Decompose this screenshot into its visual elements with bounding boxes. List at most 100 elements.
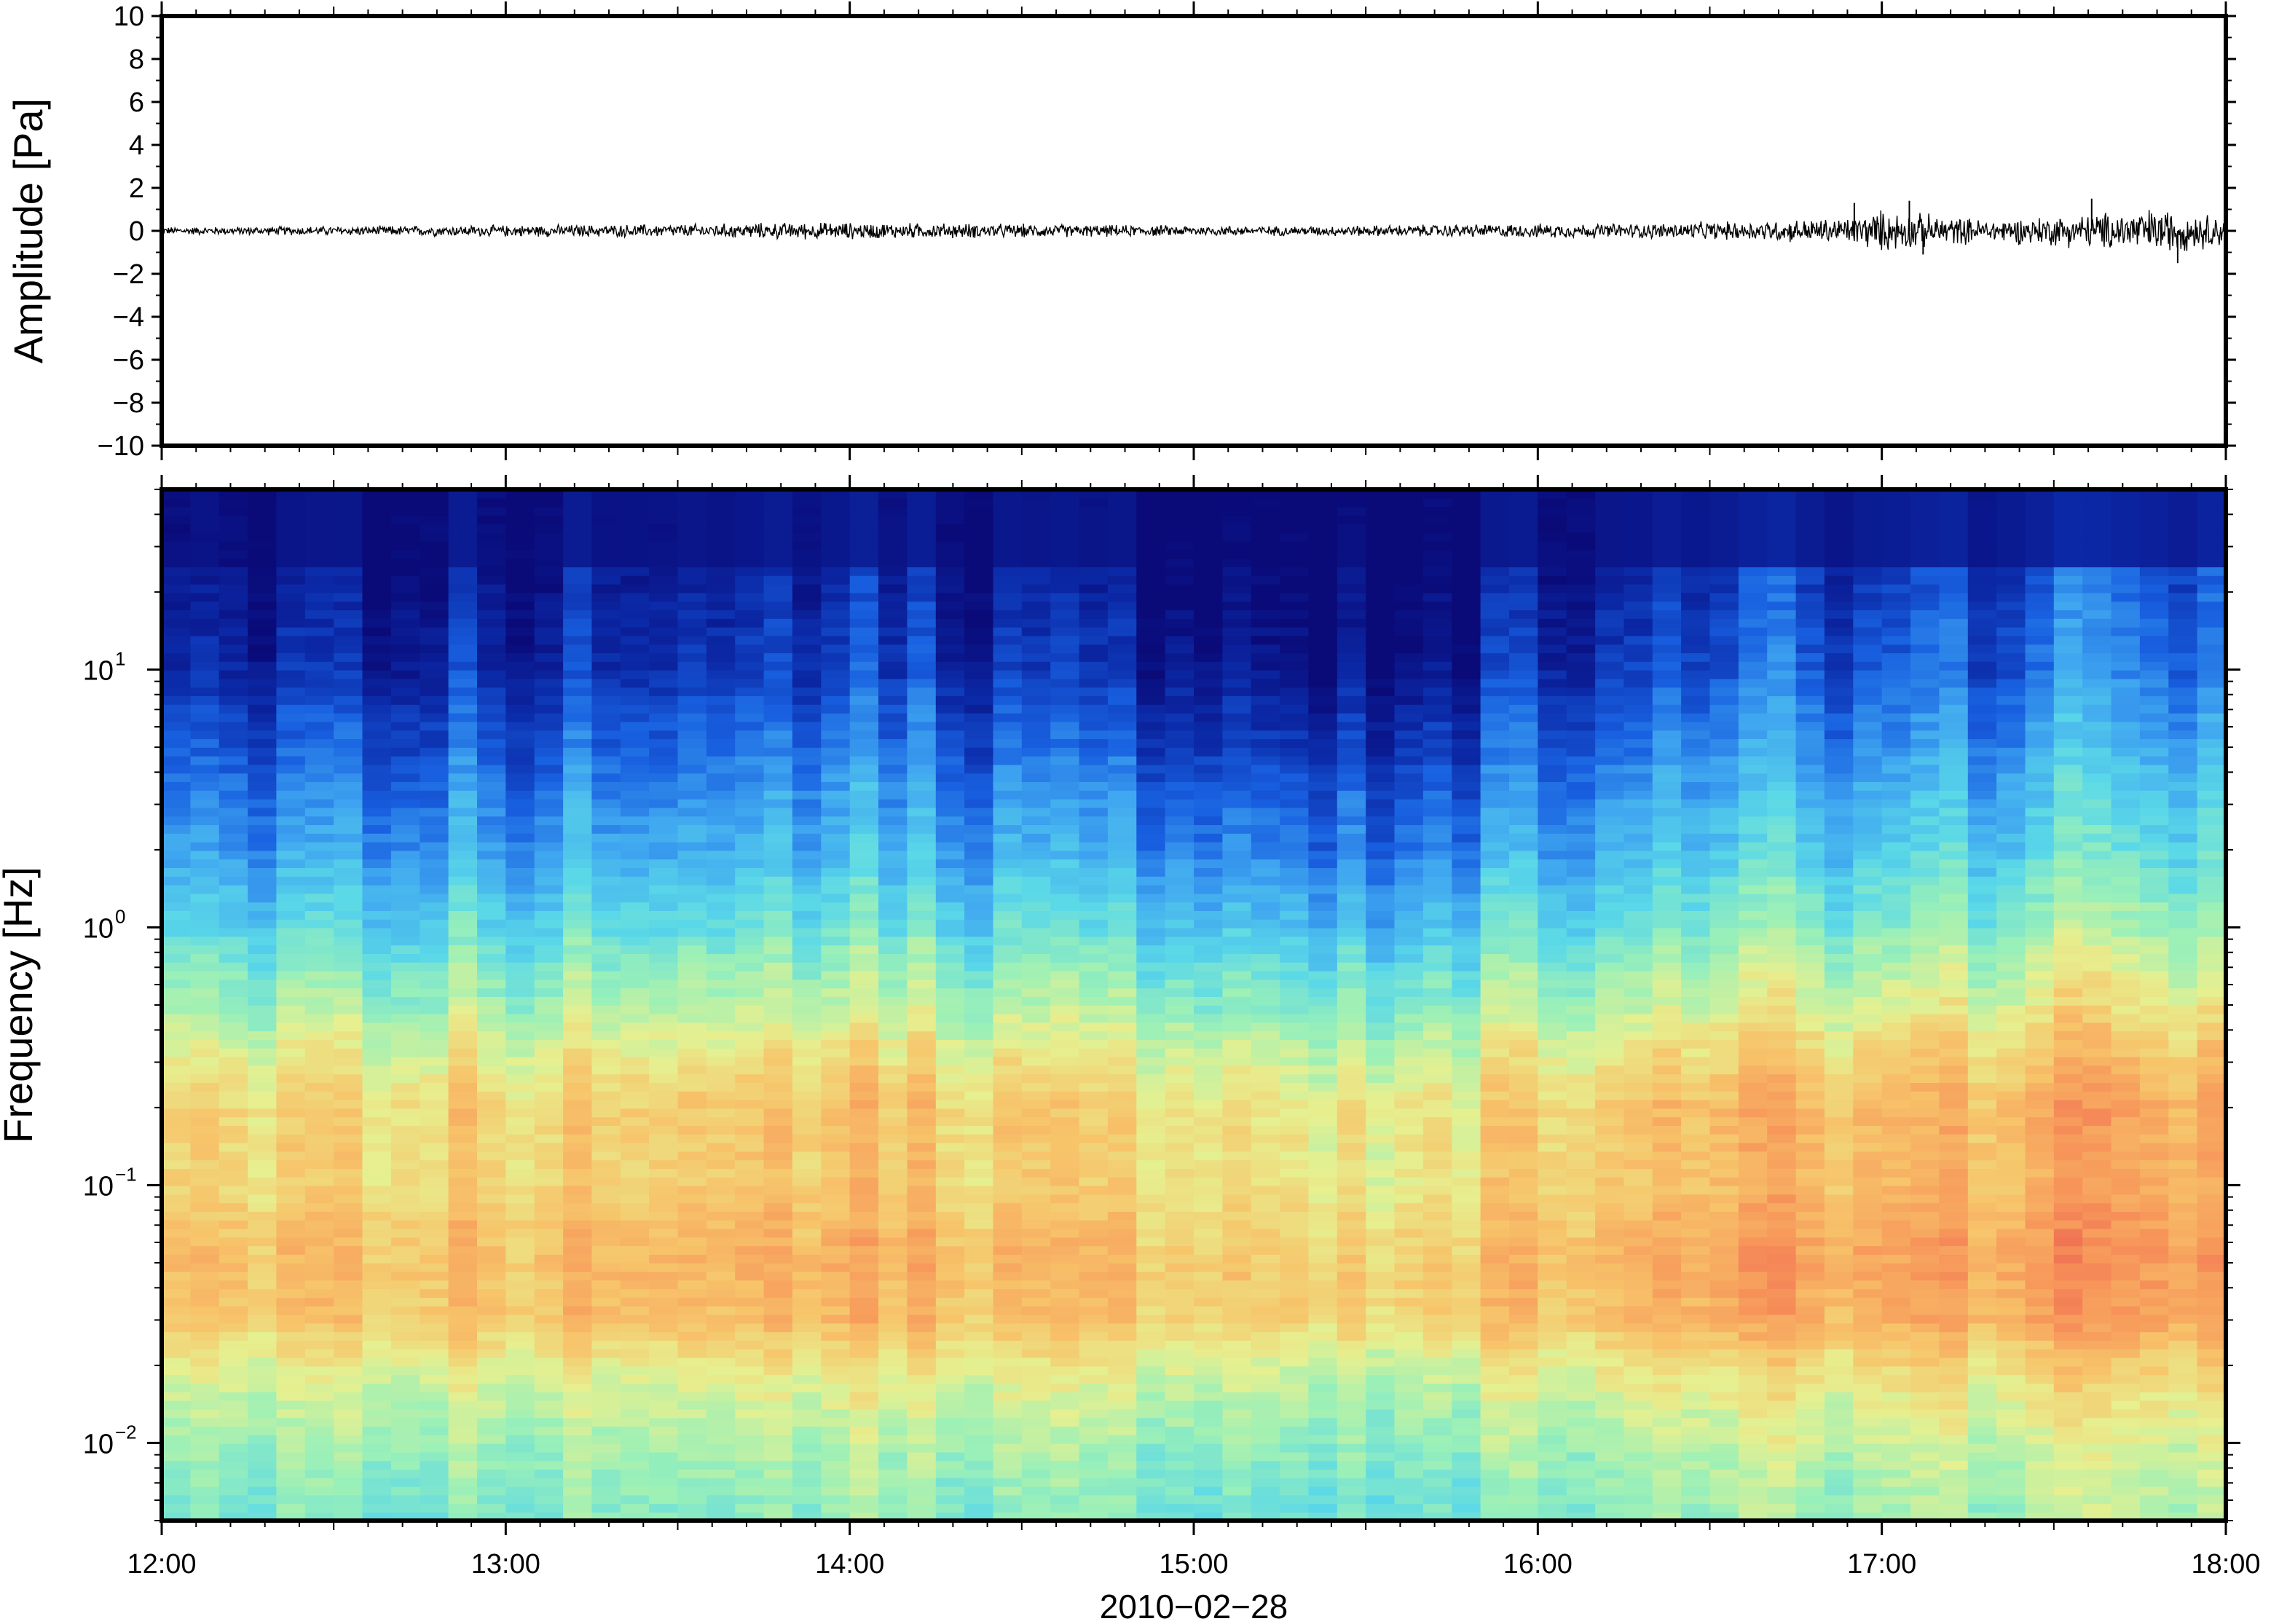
spectrogram-cell — [334, 1228, 363, 1238]
spectrogram-cell — [1251, 1340, 1280, 1349]
spectrogram-cell — [477, 962, 507, 971]
spectrogram-cell — [1107, 1478, 1138, 1487]
spectrogram-cell — [334, 540, 363, 551]
spectrogram-cell — [477, 996, 507, 1006]
spectrogram-cell — [162, 764, 192, 774]
spectrogram-cell — [1222, 1280, 1252, 1290]
spectrogram-cell — [448, 1168, 478, 1178]
spectrogram-cell — [964, 1142, 994, 1152]
spectrogram-cell — [677, 661, 707, 671]
spectrogram-cell — [390, 687, 421, 696]
spectrogram-cell — [334, 524, 363, 533]
spectrogram-cell — [276, 1417, 306, 1427]
spectrogram-cell — [964, 558, 994, 567]
spectrogram-cell — [993, 1220, 1023, 1229]
spectrogram-cell — [907, 841, 937, 851]
spectrogram-cell — [620, 1486, 650, 1496]
spectrogram-cell — [162, 695, 192, 705]
spectrogram-cell — [1136, 1400, 1166, 1410]
spectrogram-cell — [534, 575, 564, 585]
spectrogram-cell — [190, 1022, 220, 1032]
spectrogram-cell — [1194, 1030, 1224, 1040]
spectrogram-cell — [190, 489, 220, 499]
spectrogram-cell — [420, 583, 449, 594]
spectrogram-cell — [248, 1211, 278, 1221]
spectrogram-cell — [390, 738, 421, 748]
spectrogram-cell — [620, 919, 650, 929]
spectrogram-cell — [591, 790, 621, 800]
spectrogram-cell — [1079, 1478, 1109, 1487]
spectrogram-cell — [878, 755, 908, 765]
spectrogram-cell — [1251, 962, 1280, 971]
spectrogram-cell — [390, 1357, 421, 1367]
spectrogram-cell — [1280, 549, 1310, 559]
spectrogram-cell — [735, 704, 765, 714]
spectrogram-cell — [1251, 945, 1280, 954]
spectrogram-cell — [1308, 1503, 1338, 1513]
spectrogram-cell — [1107, 953, 1138, 963]
spectrogram-cell — [448, 730, 478, 739]
spectrogram-cell — [591, 1116, 621, 1126]
spectrogram-cell — [420, 1211, 449, 1221]
spectrogram-cell — [1079, 1263, 1109, 1272]
spectrogram-cell — [677, 953, 707, 963]
spectrogram-cell — [1165, 567, 1194, 576]
spectrogram-cell — [591, 953, 621, 963]
spectrogram-cell — [935, 755, 965, 765]
spectrogram-cell — [620, 867, 650, 877]
spectrogram-cell — [706, 653, 736, 662]
spectrogram-cell — [735, 1340, 765, 1349]
spectrogram-cell — [248, 704, 278, 714]
spectrogram-cell — [1222, 1005, 1252, 1014]
spectrogram-cell — [878, 945, 908, 954]
spectrogram-cell — [448, 1030, 478, 1040]
spectrogram-cell — [907, 1194, 937, 1204]
spectrogram-cell — [219, 610, 248, 619]
spectrogram-cell — [505, 1030, 535, 1040]
spectrogram-cell — [390, 610, 421, 619]
spectrogram-cell — [821, 1073, 851, 1083]
spectrogram-cell — [248, 1073, 278, 1083]
spectrogram-cell — [1021, 1065, 1051, 1075]
spectrogram-cell — [706, 1460, 736, 1470]
spectrogram-cell — [821, 1469, 851, 1478]
spectrogram-cell — [792, 1469, 822, 1478]
spectrogram-cell — [420, 1503, 449, 1513]
spectrogram-cell — [1165, 936, 1194, 946]
spectrogram-cell — [591, 1048, 621, 1057]
spectrogram-cell — [1050, 1134, 1080, 1143]
spectrogram-cell — [362, 1392, 392, 1401]
spectrogram-cell — [1251, 712, 1280, 722]
spectrogram-cell — [1251, 1022, 1280, 1032]
spectrogram-cell — [1280, 1056, 1310, 1066]
spectrogram-cell — [1136, 532, 1166, 542]
spectrogram-cell — [1107, 936, 1138, 946]
spectrogram-cell — [993, 1400, 1023, 1410]
spectrogram-cell — [1107, 945, 1138, 954]
spectrogram-cell — [1251, 1460, 1280, 1470]
spectrogram-cell — [563, 910, 593, 920]
spectrogram-cell — [505, 876, 535, 886]
spectrogram-cell — [420, 798, 449, 808]
spectrogram-cell — [878, 979, 908, 989]
spectrogram-cell — [849, 807, 879, 817]
spectrogram-cell — [735, 1478, 765, 1487]
spectrogram-cell — [477, 1478, 507, 1487]
spectrogram-cell — [735, 1237, 765, 1247]
spectrogram-cell — [534, 678, 564, 688]
spectrogram-cell — [735, 592, 765, 602]
spectrogram-cell — [448, 1073, 478, 1083]
spectrogram-cell — [190, 583, 220, 594]
spectrogram-cell — [649, 1469, 679, 1478]
spectrogram-cell — [190, 1056, 220, 1066]
spectrogram-cell — [276, 1013, 306, 1023]
spectrogram-cell — [1021, 1365, 1051, 1376]
spectrogram-cell — [420, 979, 449, 989]
spectrogram-cell — [505, 1228, 535, 1238]
spectrogram-cell — [1021, 945, 1051, 954]
spectrogram-cell — [792, 1056, 822, 1066]
spectrogram-cell — [1021, 1082, 1051, 1092]
spectrogram-cell — [362, 1254, 392, 1264]
spectrogram-cell — [1107, 1228, 1138, 1238]
spectrogram-cell — [878, 1460, 908, 1470]
